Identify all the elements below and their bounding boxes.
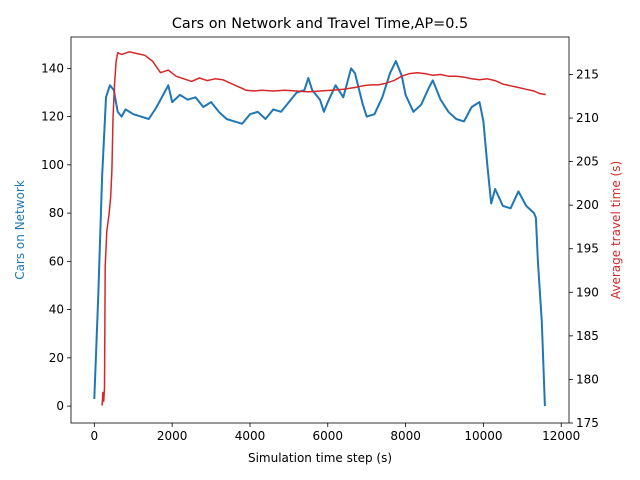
left-tick-label: 120 bbox=[41, 110, 64, 124]
left-tick-label: 80 bbox=[49, 206, 64, 220]
left-tick-label: 60 bbox=[49, 254, 64, 268]
average-travel-time-line bbox=[101, 51, 546, 406]
left-tick-label: 20 bbox=[49, 351, 64, 365]
cars-on-network-line bbox=[93, 60, 546, 407]
x-axis-label: Simulation time step (s) bbox=[248, 451, 392, 465]
right-tick-label: 190 bbox=[576, 285, 599, 299]
x-tick-label: 2000 bbox=[157, 429, 188, 443]
right-tick-label: 205 bbox=[576, 155, 599, 169]
left-axis-ticks: 0 20 40 60 80 100 120 140 bbox=[41, 61, 71, 413]
plot-lines bbox=[93, 51, 546, 407]
x-tick-label: 12000 bbox=[542, 429, 580, 443]
left-axis-label: Cars on Network bbox=[13, 180, 27, 280]
x-tick-label: 10000 bbox=[464, 429, 502, 443]
right-axis-ticks: 175 180 185 190 195 200 205 210 215 bbox=[569, 67, 599, 430]
right-tick-label: 215 bbox=[576, 67, 599, 81]
right-tick-label: 180 bbox=[576, 372, 599, 386]
left-tick-label: 140 bbox=[41, 61, 64, 75]
x-tick-label: 8000 bbox=[390, 429, 421, 443]
x-tick-label: 0 bbox=[91, 429, 99, 443]
right-tick-label: 210 bbox=[576, 111, 599, 125]
chart-title: Cars on Network and Travel Time,AP=0.5 bbox=[172, 16, 468, 32]
right-tick-label: 175 bbox=[576, 416, 599, 430]
x-tick-label: 6000 bbox=[313, 429, 344, 443]
left-tick-label: 0 bbox=[56, 399, 64, 413]
right-tick-label: 200 bbox=[576, 198, 599, 212]
x-axis-ticks: 0 2000 4000 6000 8000 10000 12000 bbox=[91, 423, 580, 443]
x-tick-label: 4000 bbox=[235, 429, 266, 443]
left-tick-label: 40 bbox=[49, 303, 64, 317]
right-axis-label: Average travel time (s) bbox=[609, 161, 623, 299]
right-tick-label: 195 bbox=[576, 242, 599, 256]
plot-frame bbox=[70, 36, 570, 424]
right-tick-label: 185 bbox=[576, 329, 599, 343]
left-tick-label: 100 bbox=[41, 158, 64, 172]
